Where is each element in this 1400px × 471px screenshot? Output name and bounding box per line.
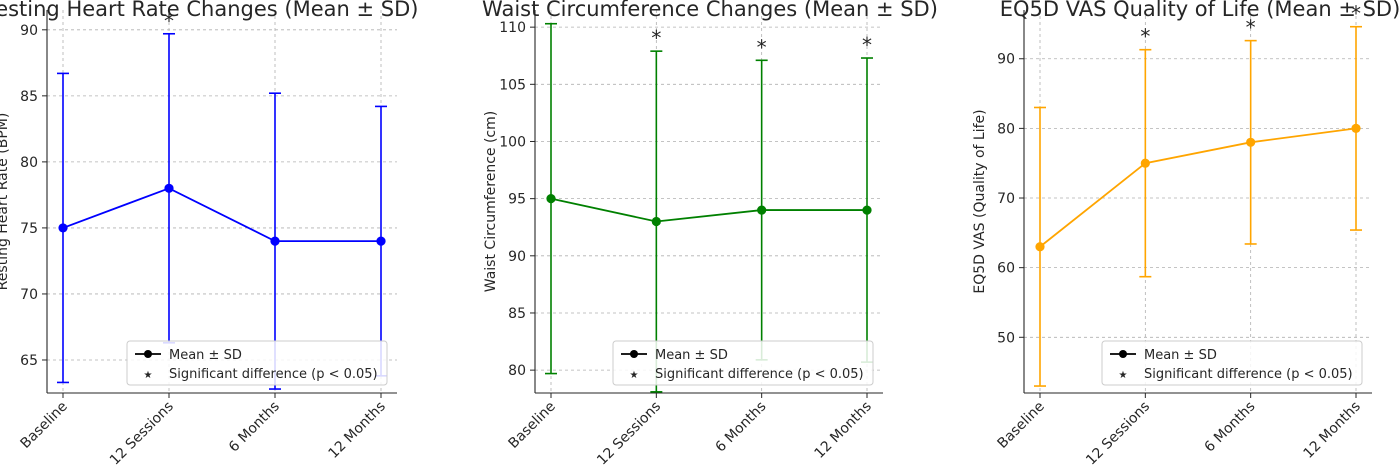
legend-marker-icon: [630, 350, 638, 358]
chart-title: Resting Heart Rate Changes (Mean ± SD): [0, 0, 418, 21]
data-point: [862, 205, 872, 215]
data-point: [651, 216, 661, 227]
y-tick-label: 70: [20, 287, 38, 303]
legend-box: [126, 340, 388, 386]
legend-star-icon: ★: [630, 370, 639, 381]
data-point: [58, 223, 68, 233]
x-tick-label: 12 Months: [326, 399, 389, 462]
y-axis-label: EQ5D VAS (Quality of Life): [972, 109, 988, 293]
y-tick-label: 105: [499, 77, 526, 93]
y-tick-label: 60: [997, 261, 1015, 277]
y-tick-label: 75: [20, 221, 38, 237]
legend-label: Mean ± SD: [169, 348, 242, 363]
legend: Mean ± SD ★ Significant difference (p < 0.…: [612, 340, 874, 386]
y-axis-label: Waist Circumference (cm): [483, 111, 499, 292]
x-tick-label: Baseline: [995, 399, 1048, 452]
x-tick-label: 6 Months: [713, 399, 770, 456]
legend: Mean ± SD ★ Significant difference (p < 0.…: [1101, 340, 1363, 386]
x-tick-label: 12 Months: [812, 399, 875, 462]
y-tick-label: 95: [508, 192, 526, 208]
significance-marker: *: [651, 26, 661, 50]
x-tick-label: Baseline: [506, 399, 559, 452]
data-point: [164, 183, 174, 193]
chart-title: Waist Circumference Changes (Mean ± SD): [482, 0, 938, 21]
data-point: [1351, 123, 1361, 133]
y-tick-label: 80: [508, 363, 526, 379]
legend-label: Significant difference (p < 0.05): [655, 367, 864, 382]
y-tick-label: 85: [508, 306, 526, 322]
legend-label: Significant difference (p < 0.05): [1144, 367, 1353, 382]
x-tick-label: 12 Sessions: [594, 399, 664, 469]
data-point: [546, 194, 556, 204]
y-tick-label: 110: [499, 20, 526, 36]
y-tick-label: 90: [20, 23, 38, 39]
x-tick-label: 6 Months: [1202, 399, 1259, 456]
significance-marker: *: [1351, 2, 1361, 26]
legend-box: [612, 340, 874, 386]
series-line: [1039, 127, 1357, 248]
data-point: [1246, 137, 1256, 147]
y-tick-label: 90: [997, 52, 1015, 68]
y-tick-label: 50: [997, 330, 1015, 346]
chart-panel-3: 50 60 70 80 90 Baseline 12 Sessions 6 Months 12 …: [972, 0, 1400, 469]
significance-marker: *: [1246, 16, 1256, 40]
legend-label: Significant difference (p < 0.05): [169, 367, 378, 382]
legend-box: [1101, 340, 1363, 386]
significance-marker: *: [862, 33, 872, 57]
chart-panel-1: 65 70 75 80 85 90 Baseline 12 Sessions 6 Months 1…: [0, 0, 418, 469]
y-tick-label: 65: [20, 353, 38, 369]
chart-title: EQ5D VAS Quality of Life (Mean ± SD): [1000, 0, 1400, 21]
data-point: [270, 236, 280, 246]
x-tick-label: 12 Months: [1301, 399, 1364, 462]
y-tick-label: 80: [20, 155, 38, 171]
legend-label: Mean ± SD: [655, 348, 728, 363]
legend-marker-icon: [144, 350, 152, 358]
y-axis-label: Resting Heart Rate (BPM): [0, 113, 11, 291]
legend-marker-icon: [1119, 350, 1127, 358]
y-tick-label: 70: [997, 191, 1015, 207]
x-tick-label: 12 Sessions: [107, 399, 177, 469]
data-point: [1140, 158, 1150, 168]
series-line: [62, 187, 381, 243]
series-line: [550, 197, 867, 223]
legend-label: Mean ± SD: [1144, 348, 1217, 363]
data-point: [1035, 242, 1045, 252]
x-tick-label: 12 Sessions: [1083, 399, 1153, 469]
data-point: [757, 205, 767, 215]
significance-marker: *: [1140, 25, 1150, 49]
legend: Mean ± SD ★ Significant difference (p < 0.…: [126, 340, 388, 386]
y-tick-label: 90: [508, 249, 526, 265]
legend-star-icon: ★: [144, 370, 153, 381]
y-tick-label: 80: [997, 121, 1015, 137]
significance-marker: *: [164, 9, 174, 33]
y-tick-label: 85: [20, 89, 38, 105]
x-tick-label: Baseline: [18, 399, 71, 452]
chart-panel-2: 80 85 90 95 100 105 110 Baseline 12 Sessions 6 Mo…: [482, 0, 938, 469]
data-point: [376, 236, 386, 246]
x-tick-label: 6 Months: [226, 399, 283, 456]
legend-star-icon: ★: [1119, 370, 1128, 381]
y-tick-label: 100: [499, 134, 526, 150]
significance-marker: *: [757, 35, 767, 59]
